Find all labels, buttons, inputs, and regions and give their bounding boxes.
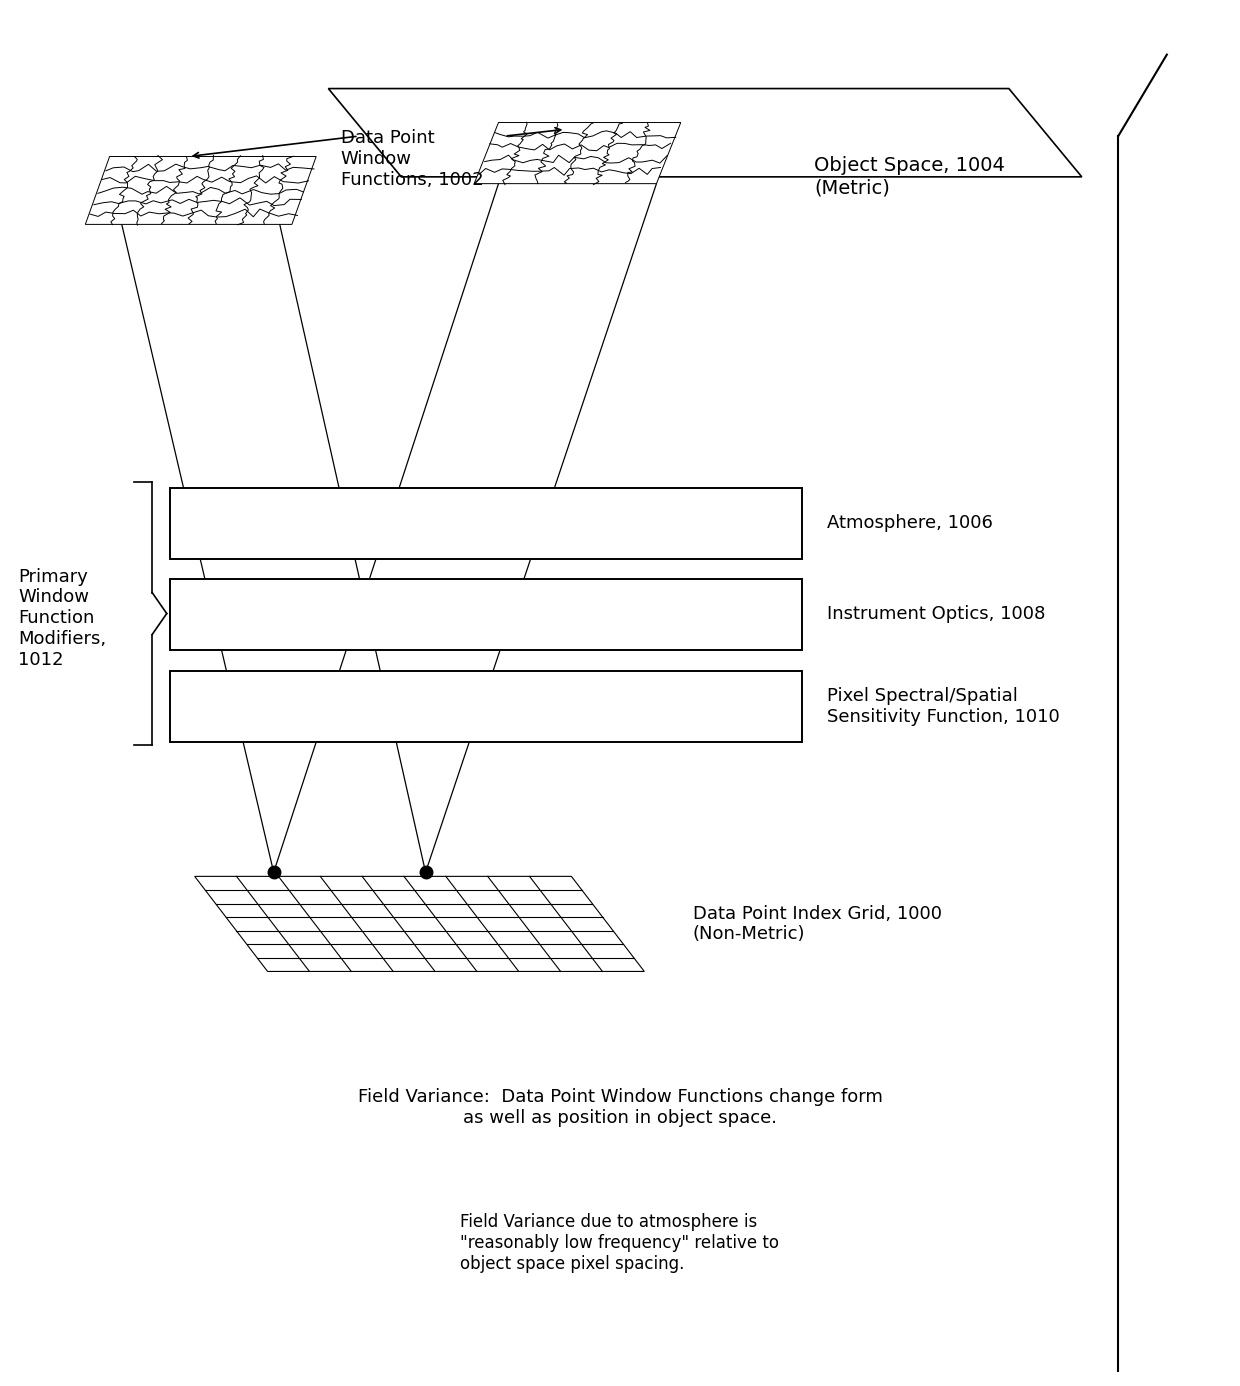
Text: Field Variance due to atmosphere is
"reasonably low frequency" relative to
objec: Field Variance due to atmosphere is "rea…: [460, 1213, 780, 1272]
Text: Data Point
Window
Functions, 1002: Data Point Window Functions, 1002: [341, 129, 484, 188]
Text: Field Variance:  Data Point Window Functions change form
as well as position in : Field Variance: Data Point Window Functi…: [357, 1088, 883, 1127]
Text: Atmosphere, 1006: Atmosphere, 1006: [827, 514, 992, 532]
Text: Data Point Index Grid, 1000
(Non-Metric): Data Point Index Grid, 1000 (Non-Metric): [693, 905, 942, 944]
Text: Instrument Optics, 1008: Instrument Optics, 1008: [827, 606, 1045, 624]
Polygon shape: [86, 157, 316, 225]
Bar: [170, 488, 802, 559]
Text: Object Space, 1004
(Metric): Object Space, 1004 (Metric): [815, 157, 1006, 197]
Polygon shape: [195, 876, 645, 972]
Polygon shape: [474, 122, 681, 183]
Text: Primary
Window
Function
Modifiers,
1012: Primary Window Function Modifiers, 1012: [19, 568, 107, 669]
Bar: [170, 579, 802, 650]
Polygon shape: [329, 89, 1081, 177]
Bar: [170, 671, 802, 742]
Text: Pixel Spectral/Spatial
Sensitivity Function, 1010: Pixel Spectral/Spatial Sensitivity Funct…: [827, 687, 1059, 726]
